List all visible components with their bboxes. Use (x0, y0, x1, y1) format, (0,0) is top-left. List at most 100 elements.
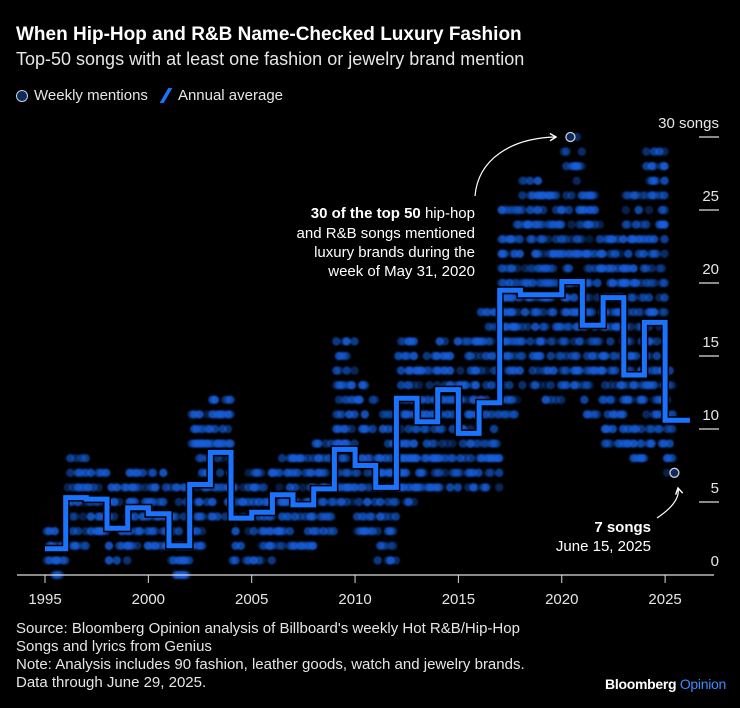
annotation-arrow-30 (474, 132, 558, 197)
weekly-dot (564, 322, 574, 331)
weekly-dot (277, 454, 287, 463)
weekly-dot (557, 220, 566, 229)
weekly-dot (549, 308, 558, 317)
weekly-dot (456, 468, 465, 477)
weekly-dot (598, 366, 607, 375)
weekly-dot (541, 322, 550, 331)
chart-subtitle: Top-50 songs with at least one fashion o… (16, 49, 525, 69)
weekly-dot (412, 454, 421, 463)
weekly-dot (660, 205, 669, 215)
weekly-dot (86, 512, 96, 521)
weekly-dot (215, 468, 225, 477)
weekly-dot (580, 395, 589, 404)
weekly-dot (249, 527, 258, 536)
weekly-dot (549, 337, 558, 346)
source-line-2: Songs and lyrics from Genius (16, 638, 212, 655)
weekly-dot (50, 527, 59, 536)
weekly-dot (662, 468, 672, 477)
weekly-dot (660, 278, 669, 288)
weekly-dot (355, 497, 364, 507)
weekly-dot (172, 512, 181, 521)
weekly-dot (350, 337, 359, 346)
weekly-dot-icon (16, 89, 28, 102)
weekly-dot (197, 541, 207, 550)
y-tick-label: 10 (702, 407, 719, 424)
weekly-dot (631, 351, 641, 361)
weekly-dot (660, 220, 669, 229)
weekly-dot (115, 497, 124, 507)
weekly-dot (585, 381, 594, 390)
weekly-dot (112, 556, 122, 565)
weekly-dot (621, 205, 630, 215)
weekly-dot (373, 527, 382, 536)
weekly-dot (275, 468, 284, 477)
x-tick-label: 2025 (648, 591, 681, 608)
weekly-dot (505, 381, 514, 390)
weekly-dot (642, 410, 651, 419)
weekly-dot (644, 293, 654, 302)
weekly-dot (652, 249, 661, 258)
weekly-dot (396, 366, 406, 375)
weekly-dot (590, 205, 599, 215)
x-tick-label: 2010 (338, 591, 371, 608)
weekly-dot (420, 468, 429, 477)
weekly-dot (422, 424, 431, 434)
weekly-dot (66, 468, 75, 477)
weekly-dot (456, 366, 465, 375)
weekly-dot (515, 249, 524, 258)
weekly-dot (608, 395, 617, 404)
weekly-dot (564, 264, 574, 273)
weekly-dot (438, 424, 447, 434)
weekly-dot (110, 512, 119, 521)
weekly-dot (536, 351, 545, 361)
weekly-dot (277, 541, 287, 550)
weekly-dot (332, 337, 341, 346)
weekly-dot (347, 381, 357, 390)
weekly-dot (513, 308, 522, 317)
weekly-dot (650, 278, 659, 288)
weekly-dot (308, 512, 318, 521)
weekly-dot (159, 468, 168, 477)
weekly-dot (71, 512, 80, 521)
weekly-dot (73, 527, 83, 536)
weekly-dot (652, 351, 661, 361)
weekly-dot (81, 541, 91, 550)
annotation-arrow-7 (656, 486, 684, 519)
weekly-dot (409, 439, 419, 448)
legend: Weekly mentions Annual average (16, 87, 283, 104)
annotation-30-line3: luxury brands during the (314, 244, 475, 261)
weekly-dot (562, 366, 571, 375)
weekly-dot (231, 556, 240, 565)
weekly-dot (652, 176, 661, 185)
chart-title: When Hip-Hop and R&B Name-Checked Luxury… (16, 24, 522, 45)
weekly-dot (572, 176, 581, 185)
weekly-dot (471, 483, 481, 492)
weekly-dot (226, 395, 235, 404)
weekly-dot (448, 439, 457, 448)
weekly-dot (562, 147, 571, 156)
weekly-dot (391, 556, 400, 565)
weekly-dot (474, 468, 483, 477)
weekly-dot (546, 381, 555, 390)
weekly-dot (337, 410, 346, 419)
weekly-dot (412, 424, 421, 434)
weekly-dot (133, 541, 142, 550)
source-line-1: Source: Bloomberg Opinion analysis of Bi… (16, 620, 520, 637)
highlight-point-30 (565, 131, 576, 143)
weekly-dot (466, 454, 475, 463)
weekly-dot (518, 351, 527, 361)
weekly-dot (575, 366, 584, 375)
y-tick-label: 0 (711, 553, 719, 570)
weekly-dot (267, 556, 276, 565)
weekly-dot (285, 527, 295, 536)
weekly-dot (634, 205, 643, 215)
weekly-dot (588, 308, 597, 317)
note-line-2: Data through June 29, 2025. (16, 674, 207, 691)
y-axis: 0 5 10 15 20 25 30 songs (658, 115, 719, 570)
highlight-point-7 (669, 467, 680, 478)
weekly-dot (430, 439, 439, 448)
weekly-dot (538, 205, 548, 215)
weekly-dot (368, 512, 377, 521)
weekly-dot (342, 337, 351, 346)
weekly-dot (174, 527, 183, 536)
